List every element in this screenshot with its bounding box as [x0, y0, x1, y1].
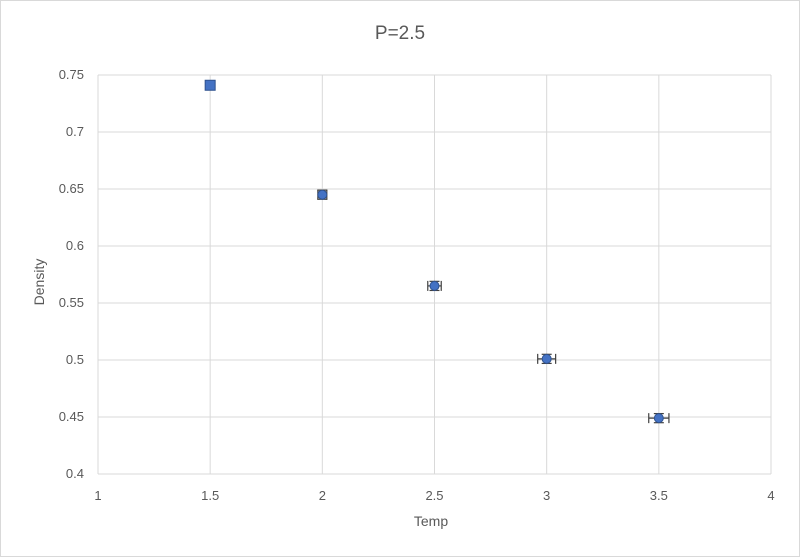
x-tick-label: 2.5: [425, 488, 443, 503]
x-tick-label: 3.5: [650, 488, 668, 503]
x-tick-label: 1: [94, 488, 101, 503]
y-tick-label: 0.75: [59, 67, 84, 82]
y-tick-label: 0.5: [66, 352, 84, 367]
y-tick-label: 0.6: [66, 238, 84, 253]
x-tick-label: 1.5: [201, 488, 219, 503]
data-point: [541, 353, 552, 364]
data-point: [653, 413, 664, 424]
y-tick-label: 0.45: [59, 409, 84, 424]
data-point: [429, 280, 440, 291]
x-tick-label: 2: [319, 488, 326, 503]
x-tick-label: 3: [543, 488, 550, 503]
y-tick-label: 0.4: [66, 466, 84, 481]
y-tick-label: 0.7: [66, 124, 84, 139]
x-tick-label: 4: [767, 488, 774, 503]
y-axis-label: Density: [31, 258, 47, 306]
y-tick-label: 0.55: [59, 295, 84, 310]
data-point: [317, 189, 328, 200]
x-axis-label: Temp: [413, 513, 449, 529]
data-point: [204, 79, 216, 91]
y-tick-label: 0.65: [59, 181, 84, 196]
chart-title: P=2.5: [374, 23, 426, 44]
